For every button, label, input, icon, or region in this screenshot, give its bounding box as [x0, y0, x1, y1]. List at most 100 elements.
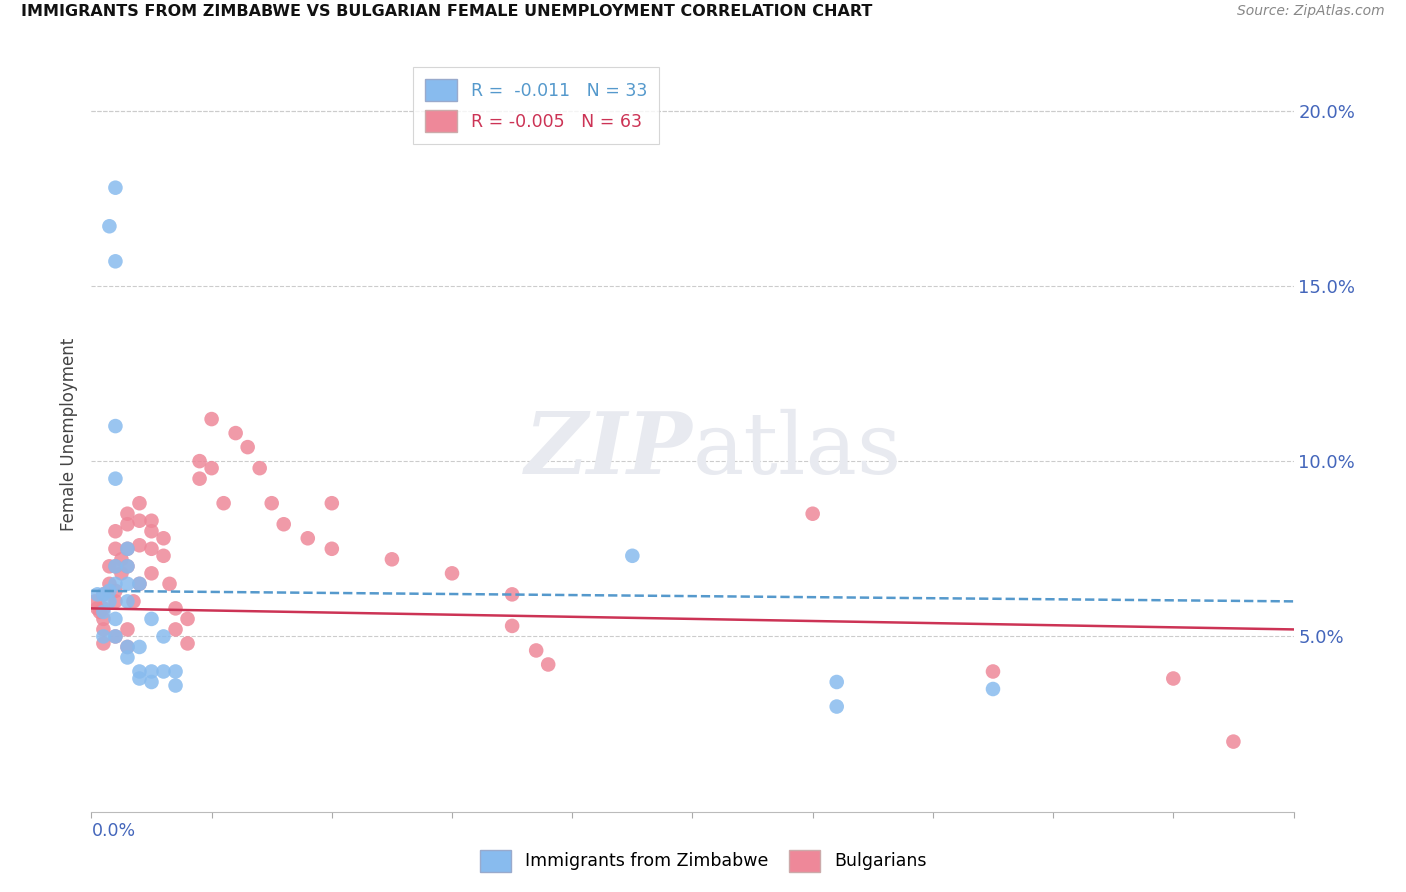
Point	[152, 549, 174, 563]
Point	[104, 419, 127, 434]
Text: Source: ZipAtlas.com: Source: ZipAtlas.com	[1237, 4, 1385, 19]
Point	[98, 594, 121, 608]
Point	[104, 612, 127, 626]
Text: ZIP: ZIP	[524, 409, 692, 491]
Point	[122, 594, 145, 608]
Point	[128, 640, 150, 654]
Point	[104, 629, 127, 643]
Point	[117, 559, 139, 574]
Point	[98, 583, 121, 598]
Point	[93, 587, 115, 601]
Point	[501, 619, 523, 633]
Point	[273, 517, 295, 532]
Point	[141, 524, 163, 539]
Point	[104, 541, 127, 556]
Point	[152, 665, 174, 679]
Text: IMMIGRANTS FROM ZIMBABWE VS BULGARIAN FEMALE UNEMPLOYMENT CORRELATION CHART: IMMIGRANTS FROM ZIMBABWE VS BULGARIAN FE…	[21, 4, 873, 20]
Point	[93, 612, 115, 626]
Point	[104, 180, 127, 194]
Point	[201, 461, 224, 475]
Point	[128, 672, 150, 686]
Point	[104, 629, 127, 643]
Point	[141, 541, 163, 556]
Point	[128, 577, 150, 591]
Point	[165, 601, 187, 615]
Point	[104, 472, 127, 486]
Point	[188, 472, 211, 486]
Point	[93, 636, 115, 650]
Point	[104, 559, 127, 574]
Point	[621, 549, 644, 563]
Point	[86, 601, 108, 615]
Y-axis label: Female Unemployment: Female Unemployment	[59, 338, 77, 532]
Point	[141, 612, 163, 626]
Point	[321, 541, 343, 556]
Point	[128, 496, 150, 510]
Point	[128, 665, 150, 679]
Point	[440, 566, 463, 581]
Legend: Immigrants from Zimbabwe, Bulgarians: Immigrants from Zimbabwe, Bulgarians	[472, 843, 934, 879]
Point	[104, 559, 127, 574]
Point	[117, 623, 139, 637]
Point	[104, 577, 127, 591]
Point	[93, 605, 115, 619]
Point	[98, 577, 121, 591]
Point	[104, 594, 127, 608]
Point	[321, 496, 343, 510]
Point	[117, 517, 139, 532]
Point	[524, 643, 547, 657]
Point	[110, 566, 132, 581]
Point	[89, 605, 111, 619]
Point	[165, 665, 187, 679]
Point	[141, 566, 163, 581]
Point	[297, 531, 319, 545]
Point	[128, 538, 150, 552]
Point	[165, 623, 187, 637]
Point	[501, 587, 523, 601]
Point	[117, 594, 139, 608]
Point	[260, 496, 283, 510]
Point	[212, 496, 235, 510]
Point	[117, 640, 139, 654]
Point	[176, 636, 198, 650]
Point	[86, 587, 108, 601]
Point	[117, 507, 139, 521]
Legend: R =  -0.011   N = 33, R = -0.005   N = 63: R = -0.011 N = 33, R = -0.005 N = 63	[413, 67, 659, 145]
Point	[93, 587, 115, 601]
Point	[381, 552, 404, 566]
Point	[141, 514, 163, 528]
Point	[152, 629, 174, 643]
Point	[93, 629, 115, 643]
Text: atlas: atlas	[692, 409, 901, 491]
Point	[110, 552, 132, 566]
Point	[981, 681, 1004, 696]
Point	[1161, 672, 1184, 686]
Point	[84, 594, 107, 608]
Point	[104, 583, 127, 598]
Point	[117, 541, 139, 556]
Point	[537, 657, 560, 672]
Point	[825, 675, 848, 690]
Point	[165, 679, 187, 693]
Point	[176, 612, 198, 626]
Point	[93, 601, 115, 615]
Point	[236, 440, 259, 454]
Point	[93, 623, 115, 637]
Text: 0.0%: 0.0%	[91, 822, 135, 839]
Point	[1222, 734, 1244, 748]
Point	[825, 699, 848, 714]
Point	[98, 219, 121, 234]
Point	[117, 577, 139, 591]
Point	[981, 665, 1004, 679]
Point	[104, 524, 127, 539]
Point	[225, 426, 247, 441]
Point	[801, 507, 824, 521]
Point	[98, 559, 121, 574]
Point	[117, 559, 139, 574]
Point	[117, 541, 139, 556]
Point	[201, 412, 224, 426]
Point	[249, 461, 271, 475]
Point	[159, 577, 181, 591]
Point	[104, 254, 127, 268]
Point	[117, 650, 139, 665]
